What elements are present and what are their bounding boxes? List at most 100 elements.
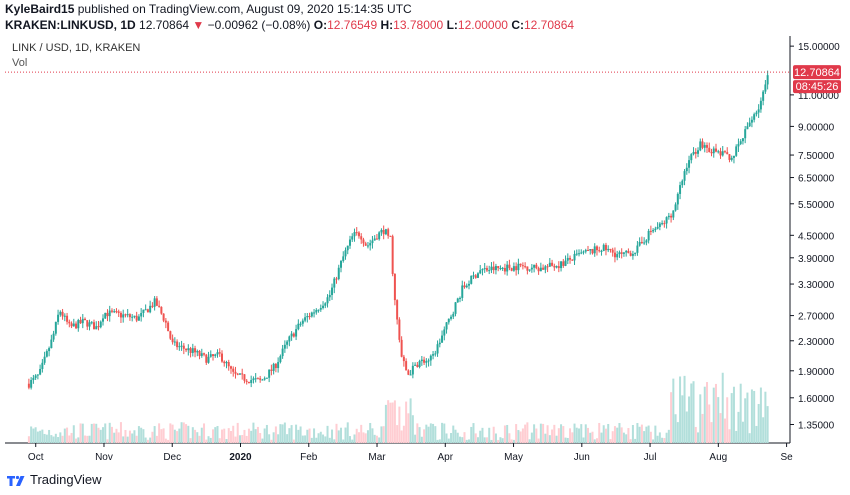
- candle-body: [620, 252, 623, 254]
- candle-body: [205, 354, 208, 363]
- candle-body: [149, 305, 152, 313]
- candle-body: [117, 311, 120, 313]
- candle-body: [225, 362, 228, 364]
- candle-body: [665, 217, 668, 224]
- volume-bar: [322, 434, 325, 443]
- volume-bar: [364, 433, 367, 443]
- candle-body: [735, 146, 738, 156]
- volume-bar: [236, 422, 239, 443]
- volume-bar: [234, 436, 237, 443]
- candle-body: [654, 228, 657, 231]
- candle-body: [663, 223, 666, 225]
- close-label: C:: [511, 18, 524, 32]
- candle-body: [104, 312, 107, 319]
- volume-bar: [569, 428, 572, 443]
- high-label: H:: [380, 18, 394, 32]
- volume-bar: [506, 424, 509, 443]
- price-tick-label: 1.35000: [798, 420, 835, 431]
- candle-body: [342, 256, 345, 261]
- volume-bar: [499, 437, 502, 443]
- candle-body: [182, 345, 185, 349]
- volume-bar: [81, 423, 84, 443]
- candle-body: [151, 305, 154, 307]
- candle-body: [645, 240, 648, 243]
- volume-bar: [108, 422, 111, 443]
- author-name[interactable]: KyleBaird15: [5, 2, 75, 16]
- candle-body: [483, 268, 486, 270]
- candle-body: [607, 248, 610, 251]
- volume-bar: [528, 439, 531, 443]
- volume-bar: [101, 427, 104, 443]
- volume-bar: [463, 432, 466, 443]
- volume-bar: [714, 383, 717, 443]
- candle-body: [564, 260, 567, 266]
- volume-bar: [371, 428, 374, 443]
- volume-bar: [261, 438, 264, 443]
- volume-bar: [32, 428, 35, 443]
- candle-body: [212, 354, 215, 357]
- candle-body: [203, 353, 206, 355]
- time-tick-label: 2020: [229, 452, 252, 463]
- candle-body: [499, 268, 502, 270]
- series-legend[interactable]: LINK / USD, 1D, KRAKEN: [12, 42, 141, 54]
- candle-body: [647, 230, 650, 241]
- candle-body: [191, 348, 194, 353]
- volume-bar: [122, 436, 125, 443]
- volume-bar: [645, 426, 648, 443]
- tradingview-footer[interactable]: TradingView: [6, 472, 102, 487]
- volume-legend[interactable]: Vol: [12, 57, 28, 69]
- volume-bar: [636, 423, 639, 443]
- price-tick-label: 11.00000: [798, 91, 839, 102]
- volume-bar: [665, 432, 668, 443]
- volume-bar: [176, 431, 179, 443]
- volume-bar: [214, 427, 217, 443]
- volume-bar: [389, 402, 392, 443]
- candle-body: [427, 360, 430, 362]
- candle-body: [158, 305, 161, 307]
- volume-bar: [113, 432, 116, 443]
- volume-bar: [68, 435, 71, 443]
- candle-body: [207, 356, 210, 363]
- volume-bar: [360, 424, 363, 443]
- candle-body: [604, 244, 607, 251]
- volume-bar: [587, 427, 590, 443]
- volume-bar: [450, 432, 453, 443]
- volume-bar: [79, 423, 82, 443]
- candle-body: [649, 230, 652, 232]
- candle-body: [562, 261, 565, 266]
- volume-bar: [93, 423, 96, 443]
- candle-body: [497, 266, 500, 269]
- candle-body: [180, 345, 183, 347]
- candle-body: [463, 285, 466, 288]
- volume-bar: [178, 428, 181, 443]
- volume-bar: [362, 432, 365, 443]
- candle-body: [160, 306, 163, 314]
- candle-body: [595, 246, 598, 251]
- volume-bar: [629, 439, 632, 443]
- volume-bar: [274, 426, 277, 443]
- volume-bar: [656, 435, 659, 443]
- volume-bar: [562, 426, 565, 443]
- candle-body: [115, 311, 118, 313]
- candle-body: [70, 323, 73, 327]
- volume-bar: [256, 426, 259, 443]
- volume-bar: [510, 439, 513, 443]
- candle-body: [97, 326, 100, 328]
- candle-body: [72, 323, 75, 327]
- volume-bar: [326, 425, 329, 443]
- volume-bar: [405, 401, 408, 443]
- volume-bar: [539, 423, 542, 443]
- volume-bar: [398, 406, 401, 443]
- volume-bar: [573, 423, 576, 443]
- volume-bar: [416, 423, 419, 443]
- candle-body: [351, 236, 354, 240]
- volume-bar: [407, 413, 410, 443]
- volume-bar: [647, 425, 650, 443]
- candles: [27, 70, 769, 390]
- volume-bar: [427, 426, 430, 443]
- candle-body: [196, 350, 199, 353]
- volume-bar: [757, 403, 760, 443]
- volume-bar: [402, 425, 405, 443]
- volume-bar: [189, 438, 192, 443]
- candle-body: [90, 322, 93, 324]
